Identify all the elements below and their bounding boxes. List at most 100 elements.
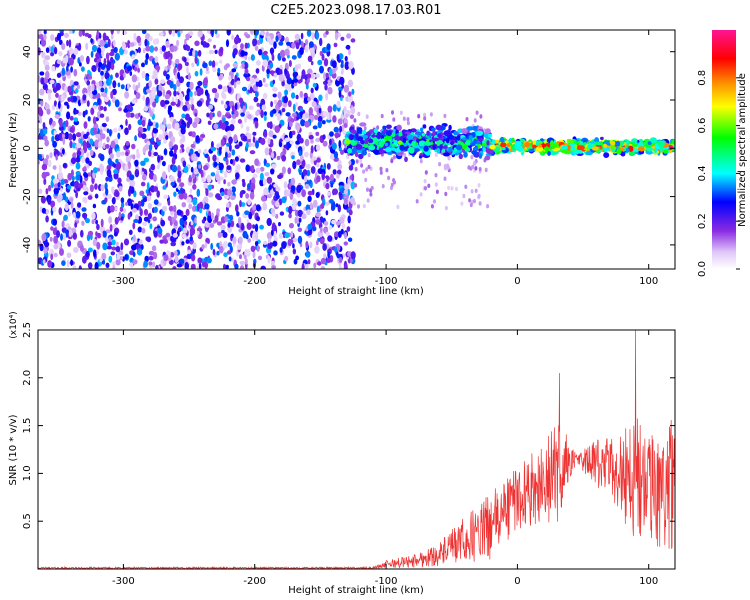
heatmap-cell [484,155,491,161]
heatmap-cell [291,155,295,160]
heatmap-cell [278,222,281,227]
heatmap-cell [216,195,223,201]
heatmap-cell [143,208,149,216]
heatmap-cell [153,199,159,205]
heatmap-cell [434,173,438,178]
heatmap-cell [182,160,187,168]
heatmap-cell [176,39,180,47]
heatmap-cell [325,201,330,206]
heatmap-cell [190,263,196,269]
heatmap-cell [350,251,356,260]
heatmap-cell [434,182,438,187]
heatmap-cell [246,132,252,140]
heatmap-cell [206,257,212,264]
heatmap-cell [188,203,193,210]
heatmap-cell [111,246,117,251]
heatmap-cell [240,222,245,231]
heatmap-cell [243,51,248,56]
heatmap-cell [85,157,90,164]
heatmap-cell [55,104,59,111]
heatmap-cell [61,148,65,155]
heatmap-cell [49,152,53,159]
heatmap-cell [323,253,327,260]
heatmap-cell [86,100,90,107]
heatmap-cell [338,191,342,197]
heatmap-cell [140,160,146,166]
heatmap-cell [295,255,299,261]
heatmap-cell [172,30,176,37]
heatmap-cell [70,157,77,165]
heatmap-cell [167,105,173,112]
heatmap-cell [102,259,106,265]
heatmap-cell [85,42,89,51]
heatmap-cell [291,130,296,135]
heatmap-cell [625,147,630,153]
heatmap-cell [99,163,104,170]
heatmap-cell [145,96,150,105]
heatmap-cell [213,161,218,168]
heatmap-cell [446,165,450,170]
heatmap-cell [91,44,98,53]
heatmap-cell [78,30,83,37]
heatmap-cell [269,62,274,69]
heatmap-cell [381,184,385,189]
heatmap-cell [511,137,515,142]
heatmap-cell [104,43,109,48]
heatmap-cell [229,124,235,132]
heatmap-cell [52,140,57,148]
heatmap-cell [298,169,302,176]
heatmap-cell [224,216,229,222]
heatmap-cell [137,226,142,233]
heatmap-cell [212,154,217,162]
heatmap-cell [173,211,178,219]
heatmap-cell [46,89,53,94]
heatmap-cell [477,193,481,199]
heatmap-cell [466,126,474,131]
heatmap-cell [100,70,104,76]
heatmap-cell [386,130,392,137]
heatmap-cell [196,188,201,197]
heatmap-cell [168,30,172,35]
heatmap-cell [386,151,393,155]
heatmap-cell [181,188,186,194]
heatmap-cell [196,100,203,107]
heatmap-cell [631,138,638,143]
heatmap-cell [192,49,196,57]
heatmap-cell [165,232,171,238]
heatmap-cell [103,126,107,132]
heatmap-cell [325,210,329,216]
heatmap-cell [285,189,290,197]
heatmap-cell [170,241,176,247]
heatmap-cell [637,146,645,152]
heatmap-cell [76,174,80,180]
heatmap-cell [324,84,328,91]
heatmap-cell [334,246,338,253]
heatmap-cell [73,68,78,77]
heatmap-cell [52,227,58,236]
heatmap-cell [92,116,97,125]
heatmap-cell [159,239,164,244]
heatmap-cell [292,237,298,243]
heatmap-cell [120,197,125,204]
heatmap-cell [281,166,286,175]
heatmap-cell [214,30,218,35]
heatmap-cell [96,223,100,231]
heatmap-cell [44,171,50,177]
heatmap-cell [262,202,268,211]
heatmap-cell [91,65,97,72]
heatmap-cell [436,147,441,154]
heatmap-cell [124,91,130,99]
heatmap-cell [277,174,283,180]
heatmap-cell [201,261,207,268]
heatmap-cell [123,238,130,246]
heatmap-cell [291,42,296,49]
heatmap-cell [448,146,453,152]
heatmap-cell [133,219,139,223]
heatmap-cell [478,201,482,206]
heatmap-cell [250,54,255,61]
heatmap-cell [198,262,202,269]
heatmap-cell [284,137,290,143]
heatmap-cell [133,59,139,65]
heatmap-cell [488,133,492,138]
heatmap-cell [279,247,283,253]
